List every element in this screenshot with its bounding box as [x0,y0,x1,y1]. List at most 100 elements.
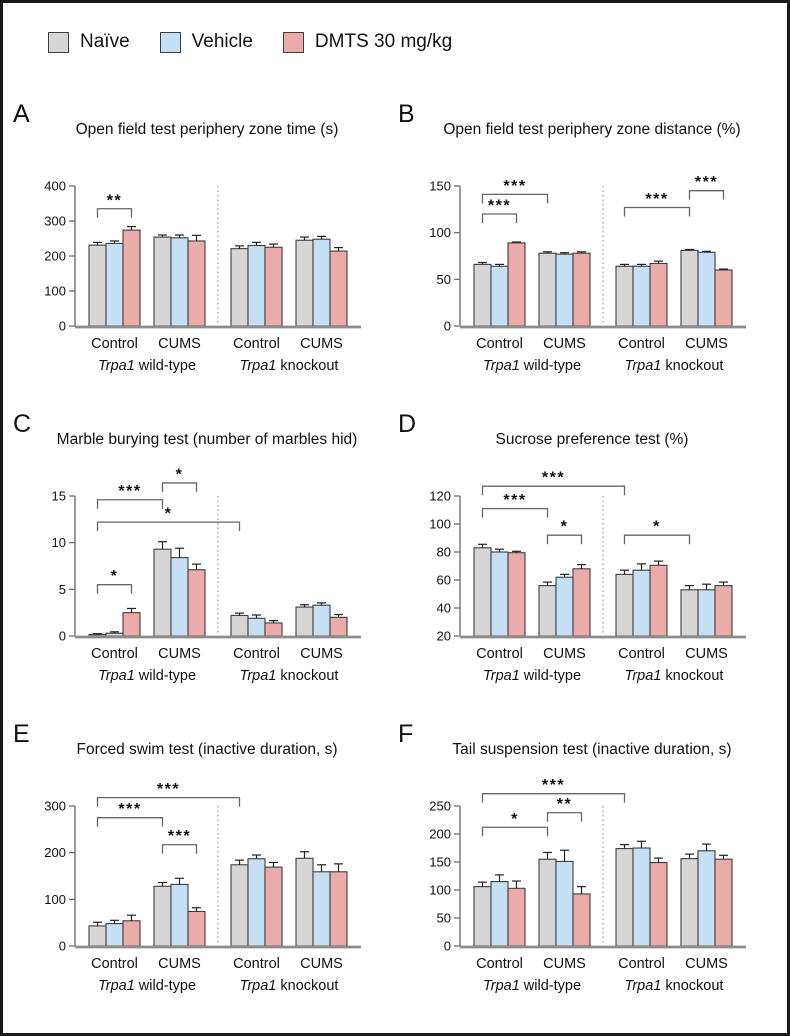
bar-Vehicle-Trpa1 knockout Control [632,569,651,637]
bar-DMTS 30 mg/kg-Trpa1 wild-type CUMS [572,893,591,947]
significance-label: * [653,519,661,536]
significance-bracket [623,206,691,217]
genotype-label: Trpa1 wild-type [98,358,196,374]
bar-DMTS 30 mg/kg-Trpa1 knockout Control [264,246,283,327]
significance-bracket [96,796,241,807]
x-group-label: Control [476,956,523,972]
y-tick-label: 10 [52,535,66,550]
panel-title: Sucrose preference test (%) [496,431,689,448]
vehicle-color-swatch [159,31,181,53]
panel-F-chart: F Tail suspension test (inactive duration… [398,720,746,994]
bar-Vehicle-Trpa1 wild-type Control [105,632,124,637]
significance-label: *** [542,777,565,794]
x-group-label: Control [233,956,280,972]
bar-Naïve-Trpa1 knockout CUMS [680,249,699,327]
panel-title: Open field test periphery zone distance … [443,121,740,138]
x-group-label: CUMS [300,336,343,352]
significance-bracket [96,499,164,509]
bar-Vehicle-Trpa1 knockout CUMS [312,604,331,637]
significance-bracket [481,793,626,803]
legend-label-naive: Naïve [80,31,130,52]
panel-E-chart: E Forced swim test (inactive duration, s)… [13,720,361,994]
bar-DMTS 30 mg/kg-Trpa1 wild-type Control [122,920,141,947]
significance-label: *** [118,801,141,818]
bar-Vehicle-Trpa1 knockout CUMS [312,871,331,947]
bar-Naïve-Trpa1 knockout CUMS [295,606,314,637]
significance-bracket [161,482,198,492]
bar-Vehicle-Trpa1 wild-type CUMS [170,883,189,947]
panel-E: E Forced swim test (inactive duration, s)… [11,706,396,1008]
bar-DMTS 30 mg/kg-Trpa1 knockout CUMS [329,871,348,947]
y-tick-label: 300 [44,799,66,814]
bar-Vehicle-Trpa1 wild-type Control [105,242,124,327]
bar-Naïve-Trpa1 wild-type CUMS [153,885,172,947]
bar-DMTS 30 mg/kg-Trpa1 wild-type Control [122,612,141,637]
y-tick-label: 100 [44,284,66,299]
y-tick-label: 60 [437,573,451,588]
bar-DMTS 30 mg/kg-Trpa1 wild-type CUMS [572,252,591,327]
bar-Vehicle-Trpa1 wild-type CUMS [170,557,189,637]
x-group-label: Control [618,646,665,662]
y-tick-label: 0 [444,939,451,954]
significance-bracket [481,193,549,204]
significance-label: *** [488,198,511,215]
bar-DMTS 30 mg/kg-Trpa1 knockout Control [264,866,283,947]
bar-Vehicle-Trpa1 wild-type CUMS [555,253,574,327]
panel-title: Open field test periphery zone time (s) [76,121,339,138]
x-group-label: Control [476,646,523,662]
bar-DMTS 30 mg/kg-Trpa1 knockout Control [649,862,668,947]
y-tick-label: 15 [52,489,66,504]
significance-label: *** [118,483,141,500]
x-group-label: Control [233,646,280,662]
bar-Naïve-Trpa1 wild-type Control [88,925,107,947]
legend-item-vehicle: Vehicle [159,31,253,53]
significance-label: *** [157,781,180,798]
bar-Vehicle-Trpa1 wild-type Control [490,551,509,637]
bar-DMTS 30 mg/kg-Trpa1 wild-type Control [122,229,141,327]
bar-Naïve-Trpa1 wild-type Control [473,263,492,327]
x-group-label: CUMS [300,956,343,972]
dmts-color-swatch [282,31,304,53]
significance-label: * [561,519,569,536]
bar-Naïve-Trpa1 wild-type CUMS [153,236,172,327]
x-group-label: Control [618,336,665,352]
genotype-label: Trpa1 wild-type [483,978,581,994]
genotype-label: Trpa1 knockout [240,668,339,684]
bar-Naïve-Trpa1 knockout Control [615,848,634,947]
x-group-label: Control [91,646,138,662]
significance-bracket [161,844,198,854]
panel-letter-C: C [13,410,31,438]
bar-Naïve-Trpa1 knockout Control [230,864,249,947]
genotype-label: Trpa1 knockout [240,358,339,374]
y-tick-label: 400 [44,179,66,194]
bar-Naïve-Trpa1 knockout CUMS [295,239,314,327]
genotype-label: Trpa1 wild-type [483,358,581,374]
y-tick-label: 40 [437,601,451,616]
y-tick-label: 0 [59,629,66,644]
y-tick-label: 120 [429,489,451,504]
significance-bracket [96,208,133,218]
bar-Naïve-Trpa1 wild-type Control [88,244,107,327]
bar-Vehicle-Trpa1 knockout CUMS [697,850,716,947]
bar-DMTS 30 mg/kg-Trpa1 knockout Control [649,262,668,327]
x-group-label: CUMS [158,956,201,972]
y-tick-label: 20 [437,629,451,644]
y-tick-label: 50 [437,911,451,926]
x-group-label: CUMS [158,646,201,662]
bar-DMTS 30 mg/kg-Trpa1 knockout CUMS [714,858,733,947]
panel-A: A Open field test periphery zone time (s)… [11,86,396,388]
significance-label: ** [107,192,122,209]
charts-grid: A Open field test periphery zone time (s)… [11,86,787,1008]
significance-label: * [111,568,119,585]
x-group-label: CUMS [685,956,728,972]
panel-B-chart: B Open field test periphery zone distance… [398,100,746,374]
bar-DMTS 30 mg/kg-Trpa1 wild-type CUMS [187,240,206,327]
y-tick-label: 0 [444,319,451,334]
x-group-label: CUMS [543,336,586,352]
bar-Naïve-Trpa1 knockout CUMS [680,589,699,637]
bar-Naïve-Trpa1 wild-type CUMS [153,548,172,637]
bar-Vehicle-Trpa1 knockout CUMS [697,251,716,327]
significance-bracket [546,812,583,822]
significance-label: * [511,811,519,828]
